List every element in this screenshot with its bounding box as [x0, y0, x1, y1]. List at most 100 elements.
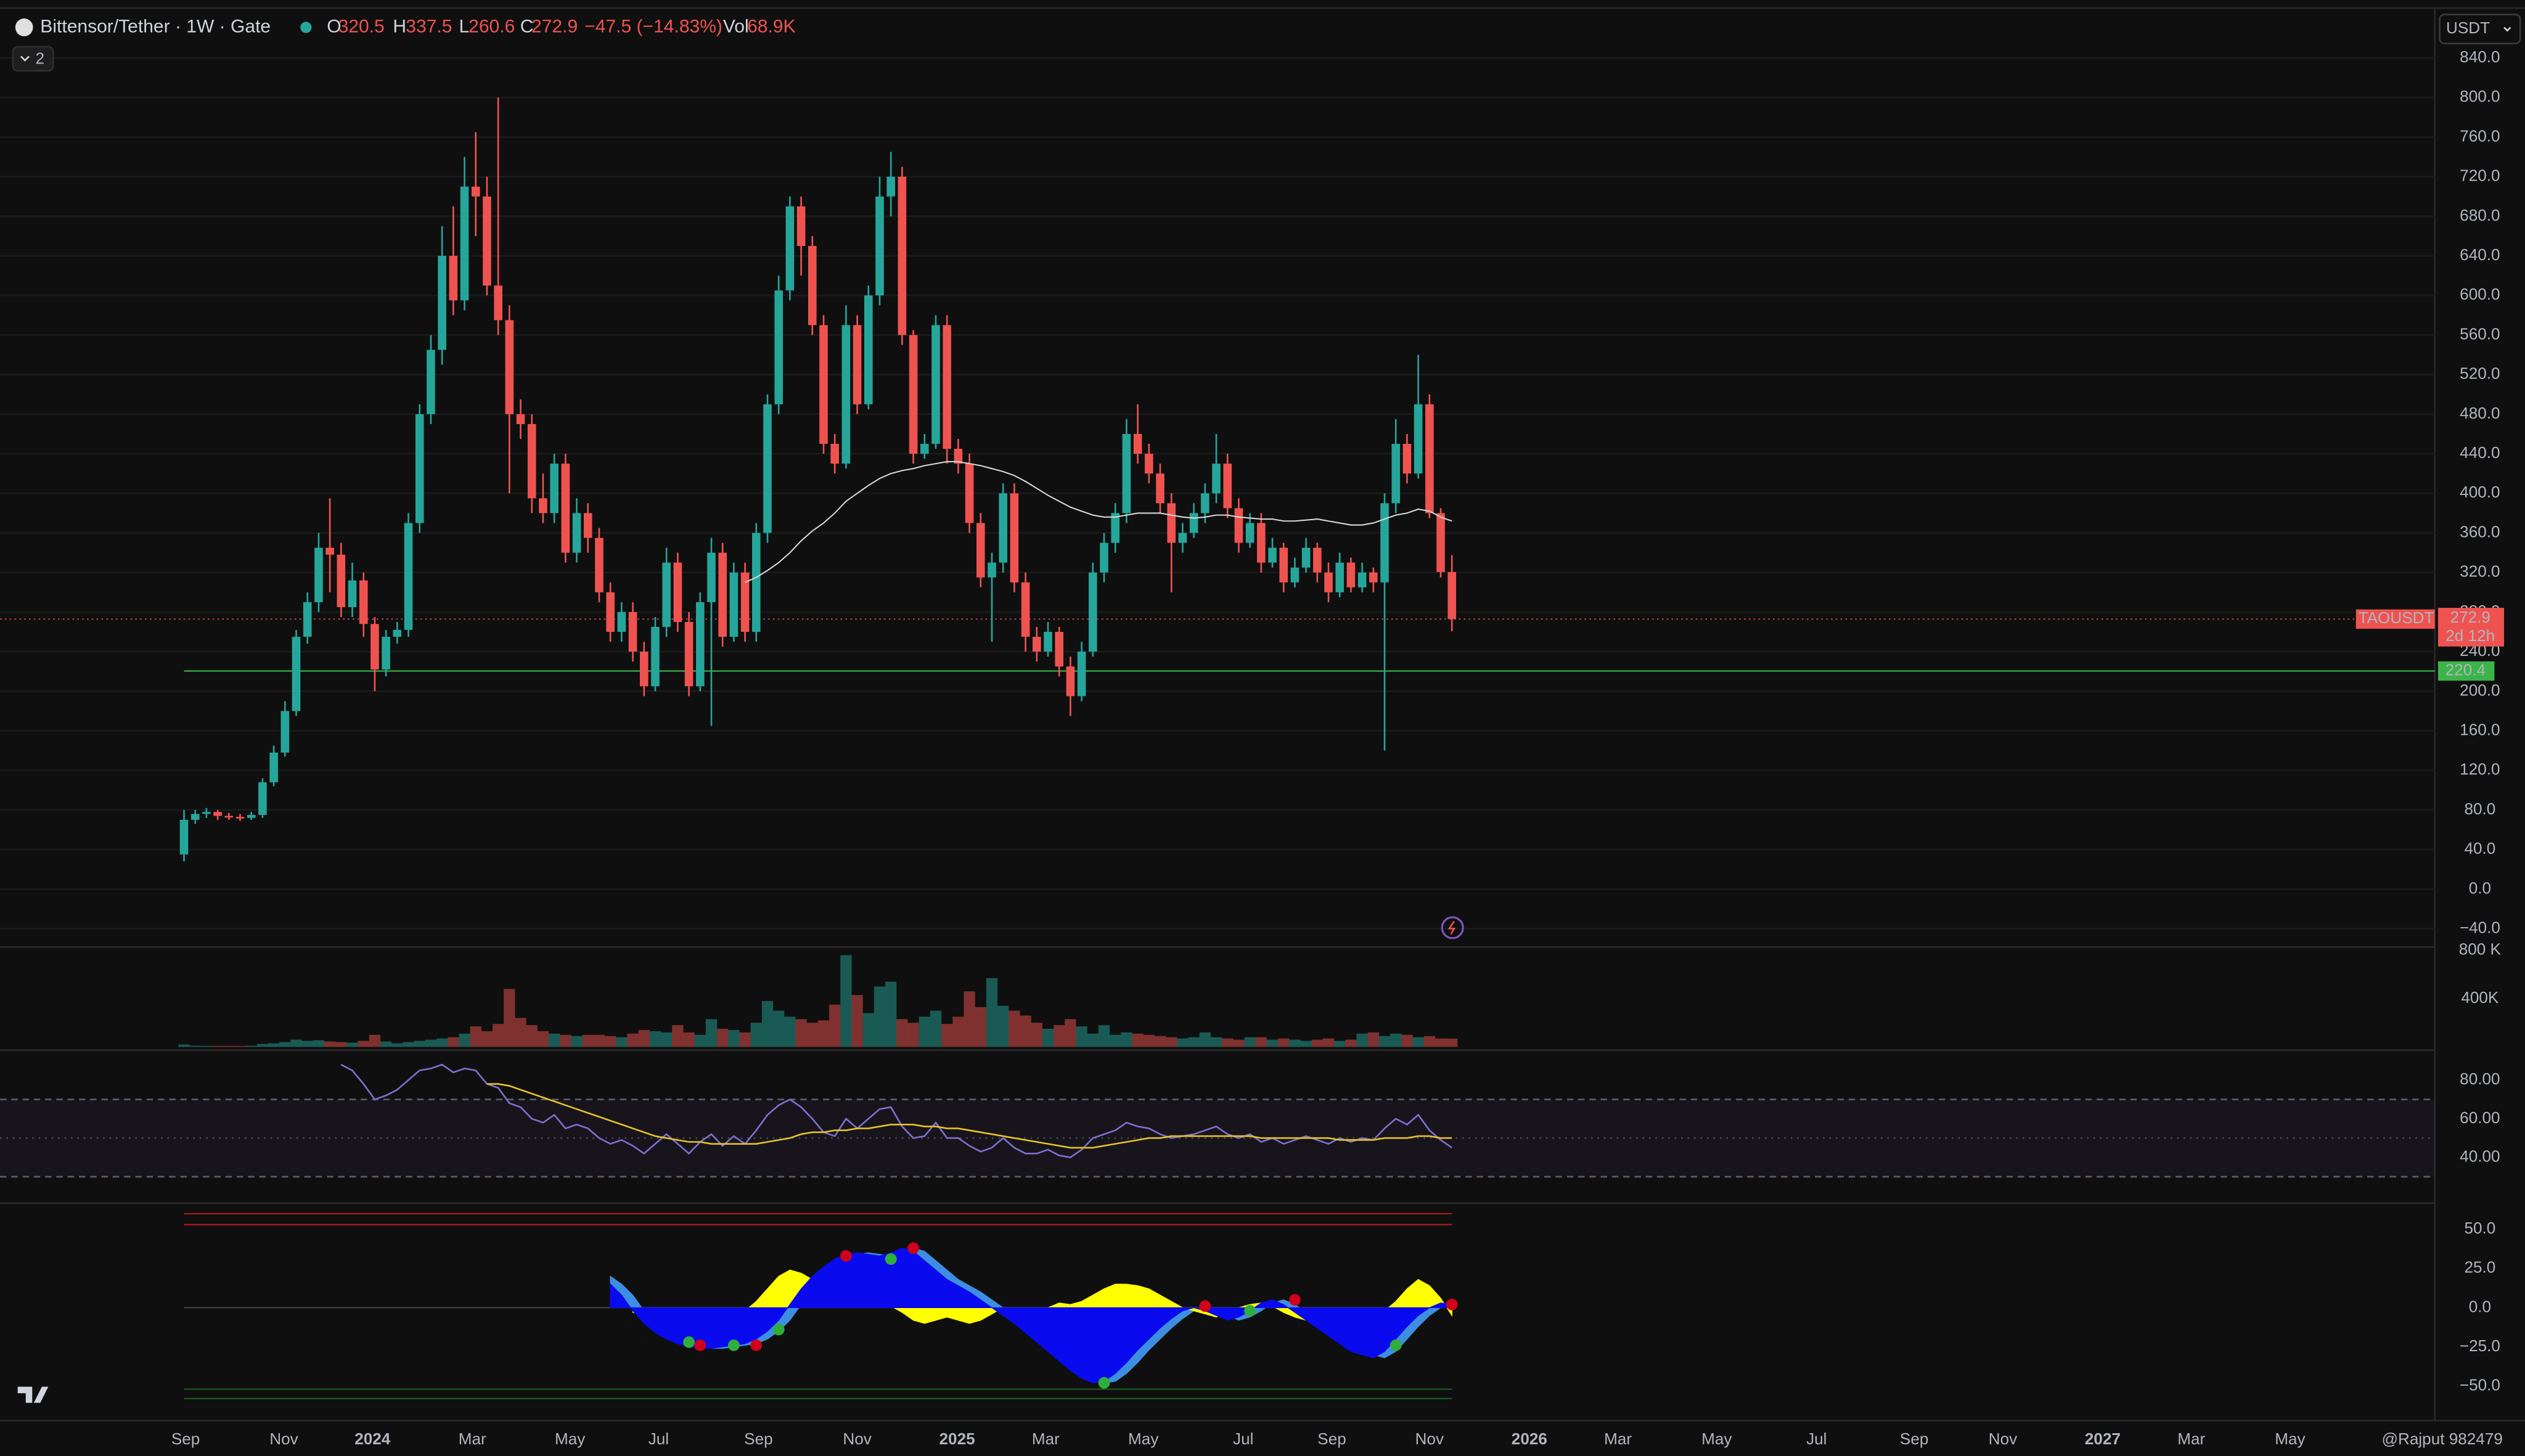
candle-body — [1111, 513, 1120, 543]
candle-body — [1414, 404, 1423, 474]
x-tick-label: 2025 — [939, 1429, 975, 1448]
candle-body — [539, 498, 547, 513]
event-icon[interactable] — [1441, 916, 1464, 939]
volume-bar — [1054, 1025, 1065, 1047]
candle-body — [235, 817, 245, 819]
volume-bar — [1098, 1025, 1110, 1047]
volume-bar — [549, 1033, 560, 1047]
volume-bar — [1009, 1010, 1020, 1047]
volume-bar — [1278, 1038, 1290, 1047]
sell-signal — [1199, 1300, 1211, 1312]
y-tick-label: 60.00 — [2460, 1108, 2500, 1127]
candle-body — [830, 444, 839, 464]
candle-body — [1021, 582, 1030, 637]
candle-body — [729, 572, 739, 637]
candle-body — [853, 325, 862, 404]
candle-body — [965, 464, 974, 523]
price-tag — [2437, 608, 2505, 647]
y-tick-label: 760.0 — [2460, 126, 2500, 145]
x-tick-label: Jul — [1806, 1429, 1827, 1448]
volume-bar — [481, 1031, 493, 1047]
lightning-icon — [1447, 920, 1456, 935]
volume-bar — [919, 1016, 930, 1047]
tv-logo[interactable] — [17, 1386, 49, 1403]
volume-bar — [1434, 1038, 1447, 1047]
candle-body — [1268, 547, 1277, 563]
currency-select[interactable] — [2439, 14, 2521, 44]
candle-body — [639, 652, 649, 687]
y-tick-label: 800.0 — [2460, 87, 2500, 105]
status-dot — [300, 22, 312, 33]
candle-body — [449, 256, 458, 301]
y-tick-label: 640.0 — [2460, 245, 2500, 264]
volume-bar — [1020, 1015, 1031, 1047]
candle-body — [763, 404, 772, 533]
volume-bar — [817, 1020, 830, 1047]
candle-body — [1436, 513, 1445, 572]
candle-body — [1100, 542, 1108, 573]
volume-bar — [705, 1019, 718, 1047]
candle-body — [1156, 473, 1164, 504]
candle-body — [1077, 652, 1086, 697]
candle-body — [909, 335, 918, 454]
volume-bar — [391, 1043, 403, 1047]
volume-bar — [200, 1045, 213, 1047]
buy-signal — [727, 1339, 740, 1351]
volume-bar — [829, 1004, 841, 1047]
x-tick-label: 2024 — [354, 1429, 391, 1448]
candle-body — [808, 246, 817, 325]
volume-bar — [739, 1032, 751, 1047]
candle-body — [707, 552, 716, 602]
y-tick-label: 50.0 — [2464, 1219, 2495, 1237]
volume-bar — [1154, 1036, 1166, 1047]
volume-bar — [672, 1025, 684, 1047]
x-tick-label: Sep — [744, 1429, 772, 1448]
symbol-title[interactable]: Bittensor/Tether · 1W · Gate — [40, 16, 271, 36]
buy-signal — [1389, 1339, 1402, 1351]
volume-bar — [885, 981, 897, 1047]
volume-bar — [1322, 1038, 1335, 1047]
candle-body — [1122, 433, 1131, 513]
y-tick-label: 25.0 — [2464, 1258, 2495, 1277]
x-tick-label: May — [2275, 1429, 2305, 1448]
volume-bar — [1334, 1041, 1346, 1047]
candle-body — [1279, 547, 1288, 583]
candle-body — [292, 637, 301, 711]
volume-bar — [1121, 1032, 1132, 1047]
volume-bar — [358, 1041, 369, 1047]
x-tick-label: May — [555, 1429, 585, 1448]
candle-body — [841, 325, 851, 464]
x-tick-label: Sep — [1317, 1429, 1346, 1448]
volume-bar — [728, 1029, 740, 1047]
volume-bar — [1143, 1034, 1155, 1047]
x-tick-label: Nov — [269, 1429, 298, 1448]
x-tick-label: Mar — [1604, 1429, 1632, 1448]
volume-bar — [649, 1031, 661, 1047]
candle-body — [1089, 572, 1097, 652]
candle-body — [213, 812, 222, 816]
sell-signal — [694, 1339, 706, 1351]
ohlc-label: L — [459, 16, 469, 36]
volume-bar — [470, 1026, 481, 1047]
ohlc-value: 260.6 — [469, 16, 515, 36]
candle-body — [1447, 571, 1457, 620]
candle-body — [886, 176, 895, 197]
volume-bar — [459, 1033, 470, 1047]
candle-body — [1290, 567, 1299, 583]
candle-body — [1223, 464, 1232, 509]
buy-signal — [1244, 1305, 1256, 1317]
candle-body — [516, 414, 525, 424]
volume-bar — [1199, 1032, 1211, 1047]
watermark: @Rajput 982479 — [2382, 1429, 2503, 1448]
indicator-toggle[interactable] — [12, 46, 54, 72]
x-tick-label: Jul — [649, 1429, 669, 1448]
candle-body — [348, 580, 357, 607]
candle-body — [247, 814, 256, 818]
volume-bar — [1210, 1037, 1222, 1047]
volume-bar — [369, 1034, 381, 1047]
candle-body — [740, 572, 750, 632]
candle-body — [1044, 632, 1052, 652]
candle-body — [370, 624, 379, 670]
volume-bar — [537, 1031, 549, 1047]
volume-bar — [896, 1019, 908, 1047]
